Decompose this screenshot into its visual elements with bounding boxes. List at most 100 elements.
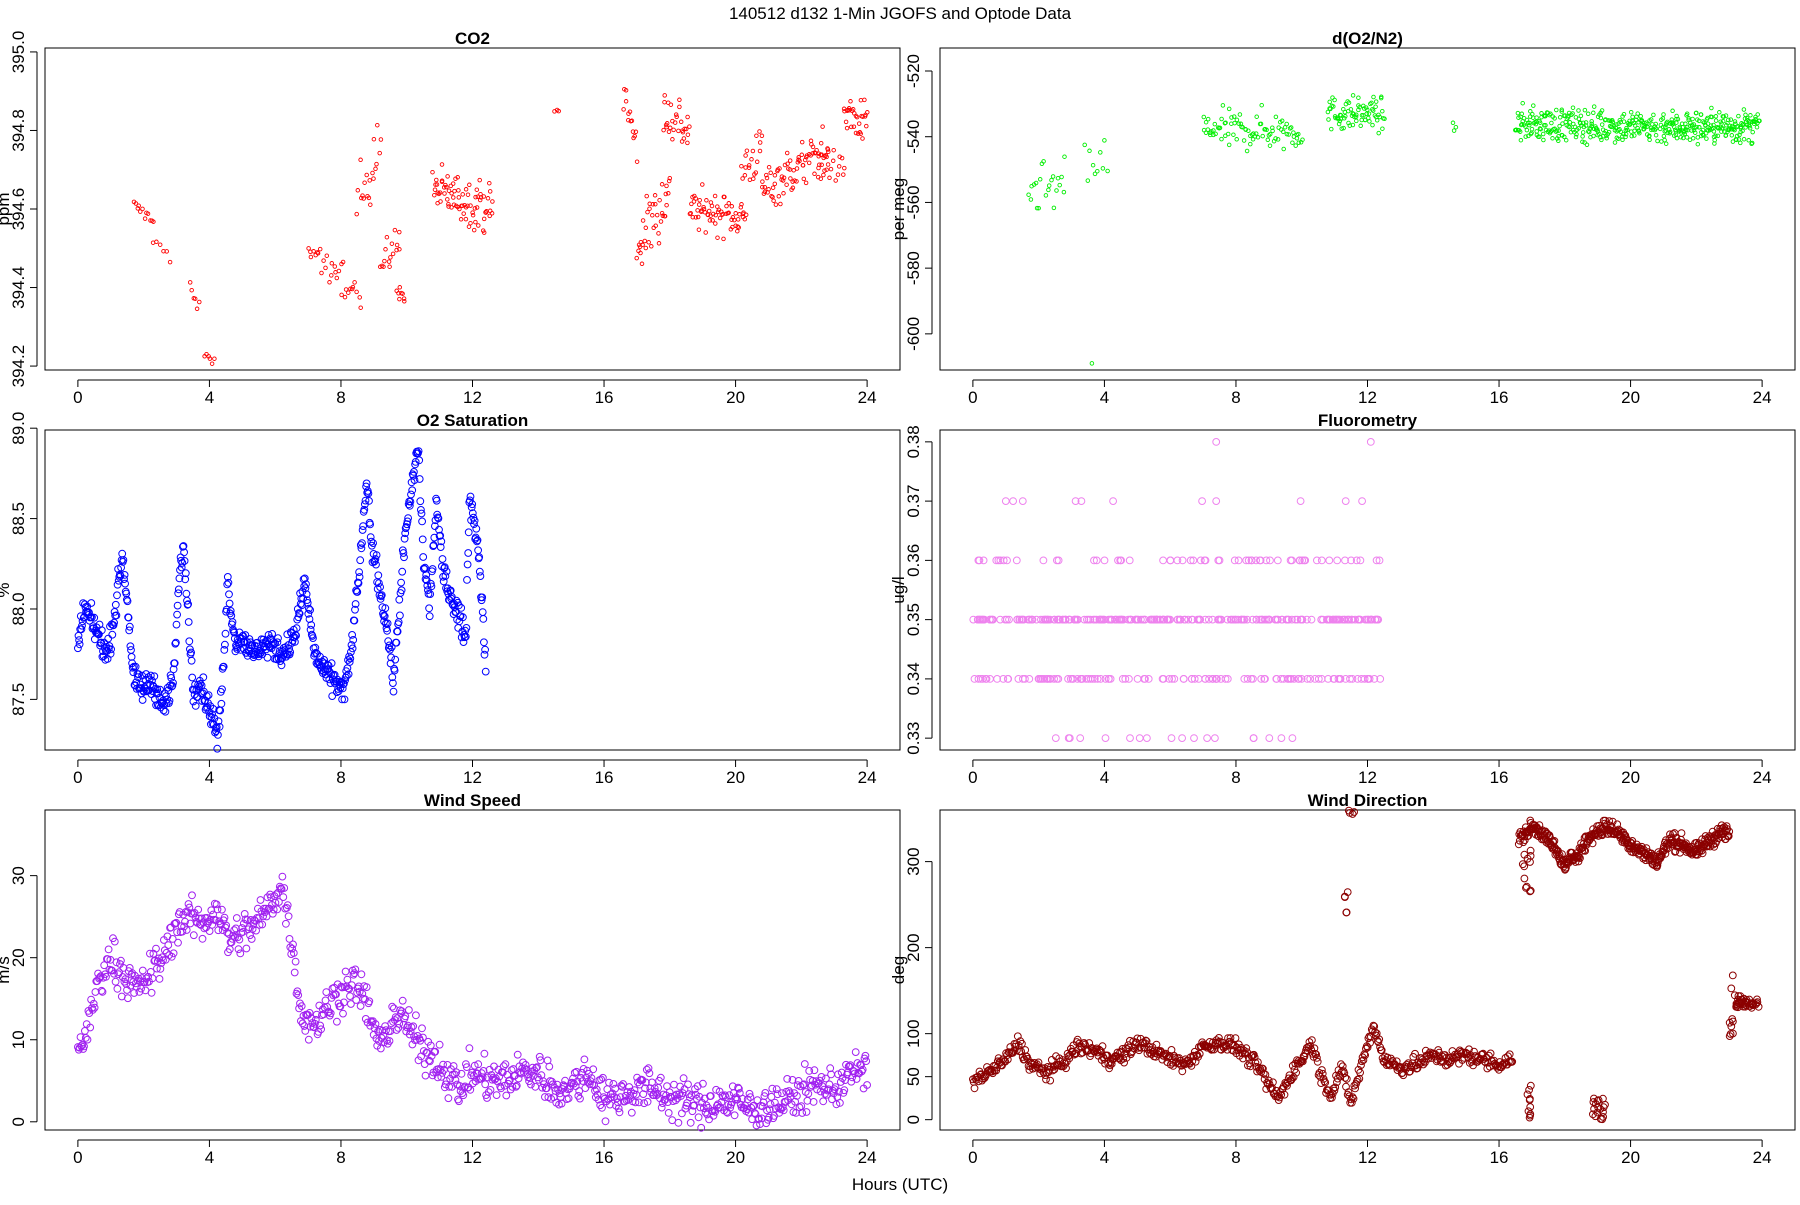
data-point [1483, 1064, 1492, 1073]
data-point [1380, 126, 1385, 131]
data-point [1366, 111, 1372, 116]
data-point [1037, 177, 1043, 182]
data-point [462, 1063, 471, 1071]
data-point [1159, 615, 1167, 624]
data-point [654, 212, 660, 218]
data-point [1231, 132, 1236, 137]
data-point [300, 574, 309, 583]
data-point [810, 1066, 819, 1075]
data-point [1184, 615, 1193, 624]
data-point [155, 975, 164, 983]
data-point [230, 628, 239, 637]
data-point [599, 1073, 607, 1082]
data-point [107, 645, 115, 654]
data-point [627, 109, 633, 114]
data-point [225, 599, 234, 608]
data-point [1406, 1067, 1414, 1076]
data-point [187, 656, 196, 665]
x-tick-label: 16 [1490, 388, 1509, 407]
data-point [411, 458, 420, 466]
data-point [297, 1002, 306, 1010]
data-point [255, 920, 264, 929]
data-point [1557, 115, 1563, 120]
data-point [751, 176, 756, 181]
data-point [1246, 128, 1251, 133]
data-point [77, 625, 86, 634]
data-point [1604, 135, 1609, 141]
data-point [489, 211, 495, 216]
data-point [642, 1078, 650, 1087]
data-point [639, 1090, 648, 1098]
data-point [1101, 734, 1110, 742]
data-point [1311, 1049, 1320, 1058]
data-point [485, 196, 491, 201]
data-point [851, 1048, 860, 1056]
data-point [304, 609, 313, 618]
data-point [1736, 113, 1741, 119]
data-point [121, 579, 129, 588]
data-point [1541, 137, 1546, 143]
data-point [414, 1056, 423, 1065]
data-point [339, 1009, 347, 1018]
data-point [1741, 107, 1747, 112]
data-point [227, 611, 236, 620]
data-point [455, 1082, 464, 1090]
data-point [1700, 127, 1706, 133]
data-point [368, 202, 373, 207]
data-point [111, 600, 120, 609]
data-point [168, 935, 177, 943]
data-point [822, 1090, 831, 1099]
data-point [1125, 675, 1133, 683]
data-point [786, 1089, 794, 1097]
data-point [830, 158, 836, 164]
data-point [437, 537, 446, 546]
data-point [513, 1050, 522, 1059]
data-point [799, 139, 805, 145]
data-point [326, 679, 335, 687]
data-point [1711, 129, 1717, 134]
data-point [689, 201, 694, 207]
data-point [1236, 121, 1242, 126]
data-point [428, 565, 437, 573]
data-point [1247, 556, 1256, 565]
data-point [231, 933, 239, 942]
data-point [1294, 136, 1300, 141]
data-point [1518, 122, 1524, 128]
data-point [262, 912, 271, 921]
data-point [179, 910, 188, 919]
data-point [1240, 125, 1245, 130]
data-point [1033, 1060, 1041, 1068]
data-point [1658, 122, 1664, 128]
data-point [1594, 1096, 1603, 1104]
data-point [1201, 675, 1209, 683]
data-point [1608, 817, 1617, 826]
data-point [371, 176, 376, 181]
data-point [1296, 497, 1305, 506]
data-point [1529, 126, 1535, 132]
data-point [1009, 497, 1017, 506]
data-point [468, 220, 473, 226]
data-point [715, 235, 720, 240]
data-point [228, 618, 237, 626]
data-point [157, 242, 163, 247]
data-point [481, 1080, 490, 1089]
data-point [1753, 998, 1762, 1006]
data-point [247, 935, 256, 943]
data-point [1665, 130, 1670, 136]
data-point [620, 1097, 629, 1106]
data-point [351, 965, 360, 974]
y-tick-label: 395.0 [9, 31, 28, 74]
data-point [377, 150, 382, 156]
data-point [349, 636, 358, 644]
data-point [773, 1090, 782, 1099]
data-point [729, 1089, 738, 1098]
y-tick-label: 20 [9, 948, 28, 967]
data-point [1321, 1078, 1330, 1087]
data-point [1264, 1076, 1273, 1085]
data-point [1243, 675, 1252, 683]
data-point [1662, 137, 1667, 143]
data-point [390, 251, 396, 257]
data-point [1209, 675, 1217, 683]
data-point [820, 124, 825, 129]
data-point [1242, 1044, 1251, 1053]
